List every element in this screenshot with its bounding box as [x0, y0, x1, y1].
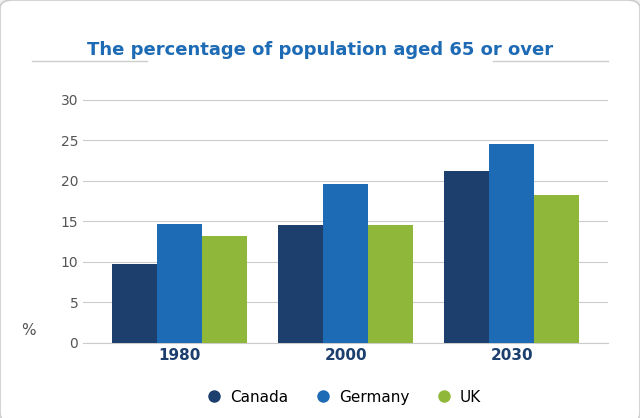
- Bar: [323, 184, 368, 343]
- Bar: [112, 264, 157, 343]
- Bar: [444, 171, 489, 343]
- Bar: [368, 224, 413, 343]
- Bar: [534, 195, 579, 343]
- Bar: [278, 225, 323, 343]
- Legend: Canada, Germany, UK: Canada, Germany, UK: [203, 382, 488, 413]
- Bar: [202, 236, 247, 343]
- Bar: [157, 224, 202, 343]
- Text: %: %: [21, 323, 36, 338]
- Text: The percentage of population aged 65 or over: The percentage of population aged 65 or …: [87, 41, 553, 59]
- Bar: [489, 143, 534, 343]
